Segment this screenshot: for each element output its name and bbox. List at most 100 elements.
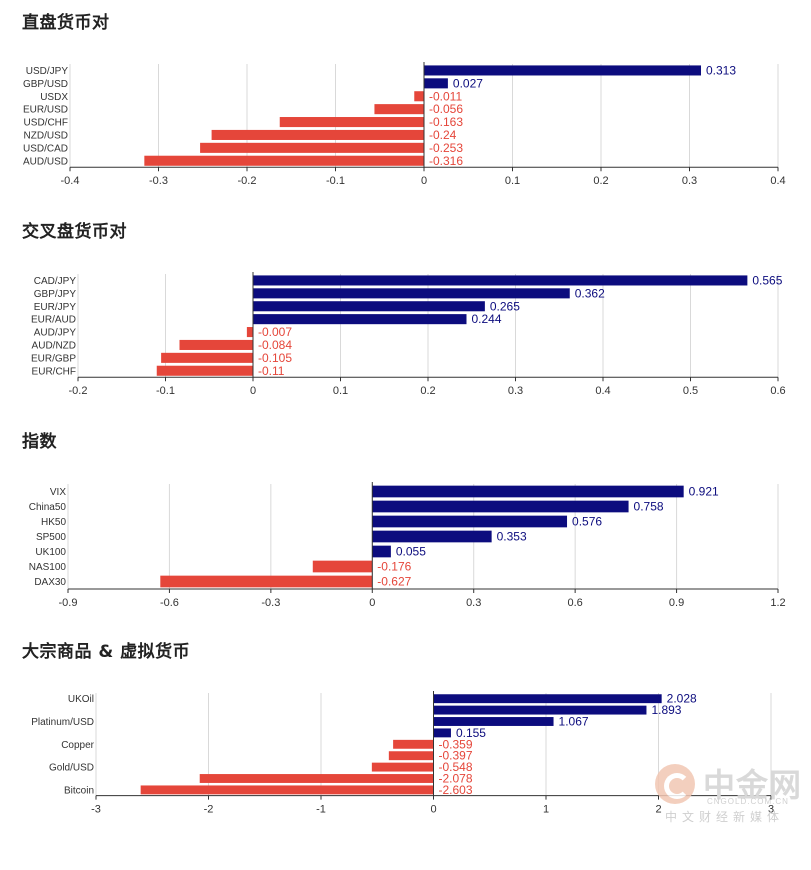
category-label: CAD/JPY <box>34 276 77 287</box>
bar-chart-commodities-crypto: -3 -2 -1 0 1 2 3 2.028 UKOil 1.893 1.067 Platinum/U… <box>31 691 774 816</box>
x-tick-label: 0.2 <box>420 385 435 397</box>
bar <box>372 515 568 528</box>
data-label: 0.362 <box>575 286 605 300</box>
category-label: UKOil <box>68 694 94 705</box>
chart-title-cross-pairs: 交叉盘货币对 <box>22 222 127 242</box>
x-tick-label: 0.5 <box>683 385 698 397</box>
x-tick-label: -0.3 <box>149 175 168 187</box>
x-tick-label: 0.4 <box>595 385 610 397</box>
category-label: EUR/GBP <box>31 353 76 364</box>
x-tick-label: 0.6 <box>770 385 785 397</box>
category-label: NAS100 <box>29 562 67 573</box>
x-tick-label: -1 <box>316 804 326 816</box>
x-tick-label: -0.3 <box>261 597 280 609</box>
x-tick-label: 0.3 <box>682 175 697 187</box>
bar <box>433 694 662 704</box>
data-label: 0.758 <box>634 500 664 514</box>
bar <box>253 288 570 299</box>
bar <box>312 560 373 573</box>
bar <box>371 762 434 772</box>
bar <box>388 751 434 761</box>
bar-chart-indices: -0.9 -0.6 -0.3 0 0.3 0.6 0.9 1.2 0.921 VIX 0.758 Ch… <box>29 482 786 609</box>
data-label: 0.265 <box>490 299 520 313</box>
data-label: -0.105 <box>258 351 292 365</box>
data-label: -0.548 <box>439 760 473 774</box>
category-label: NZD/USD <box>24 130 68 141</box>
bar <box>179 339 253 350</box>
bar <box>211 129 424 140</box>
x-tick-label: -0.2 <box>69 385 88 397</box>
category-label: VIX <box>50 487 66 498</box>
data-label: -0.084 <box>258 338 292 352</box>
data-label: -2.078 <box>439 772 473 786</box>
bar <box>372 545 391 558</box>
chart-title-direct-pairs: 直盘货币对 <box>22 13 110 33</box>
category-label: USD/CHF <box>24 118 68 129</box>
category-label: UK100 <box>35 547 66 558</box>
category-label: EUR/USD <box>23 105 68 116</box>
x-tick-label: -0.1 <box>156 385 175 397</box>
bar <box>372 500 629 513</box>
data-label: -0.011 <box>429 89 462 103</box>
bar-chart-direct-pairs: -0.4 -0.3 -0.2 -0.1 0 0.1 0.2 0.3 0.4 0.313 USD/JP… <box>23 62 786 187</box>
x-tick-label: 3 <box>768 804 774 816</box>
bar <box>433 717 554 726</box>
bar <box>424 78 448 89</box>
x-tick-label: -0.1 <box>326 175 345 187</box>
bar <box>393 739 434 749</box>
data-label: 1.067 <box>559 715 589 729</box>
data-label: -0.007 <box>258 325 292 339</box>
category-label: Copper <box>61 740 94 751</box>
bar <box>253 314 467 325</box>
category-label: China50 <box>29 502 67 513</box>
data-label: 0.027 <box>453 76 483 90</box>
x-tick-label: 0.6 <box>567 597 582 609</box>
bar <box>246 327 253 338</box>
bar <box>424 65 702 76</box>
data-label: -0.316 <box>429 154 463 168</box>
data-label: -0.11 <box>258 364 285 378</box>
category-label: EUR/AUD <box>31 315 76 326</box>
x-tick-label: 1.2 <box>770 597 785 609</box>
data-label: 0.353 <box>497 530 527 544</box>
bar-chart-cross-pairs: -0.2 -0.1 0 0.1 0.2 0.3 0.4 0.5 0.6 0.565 CAD/JPY 0… <box>31 272 786 397</box>
watermark: 中金网 CNGOLD.COM.CN 中文财经新媒体 <box>655 760 805 830</box>
category-label: USD/CAD <box>23 143 68 154</box>
x-tick-label: -2 <box>204 804 214 816</box>
data-label: 0.313 <box>706 63 736 77</box>
category-label: DAX30 <box>34 577 66 588</box>
x-tick-label: -0.9 <box>59 597 78 609</box>
x-tick-label: -0.6 <box>160 597 179 609</box>
x-tick-label: 0.3 <box>466 597 481 609</box>
category-label: Bitcoin <box>64 785 94 796</box>
category-label: USD/JPY <box>26 66 69 77</box>
x-tick-label: 0.2 <box>593 175 608 187</box>
data-label: 1.893 <box>651 703 681 717</box>
chart-title-indices: 指数 <box>22 432 57 452</box>
bar <box>161 352 253 363</box>
data-label: 0.576 <box>572 515 602 529</box>
data-label: 0.055 <box>396 545 426 559</box>
x-tick-label: 0.1 <box>505 175 520 187</box>
category-label: AUD/NZD <box>32 340 76 351</box>
bar <box>156 365 253 376</box>
bar <box>144 155 424 166</box>
bar <box>253 301 485 312</box>
x-tick-label: 0 <box>369 597 375 609</box>
x-tick-label: 0.9 <box>669 597 684 609</box>
bar <box>253 275 748 286</box>
category-label: SP500 <box>36 532 66 543</box>
bar <box>140 785 434 795</box>
bar <box>200 142 424 153</box>
data-label: -0.359 <box>439 737 473 751</box>
x-tick-label: 0.1 <box>333 385 348 397</box>
category-label: HK50 <box>41 517 66 528</box>
data-label: -2.603 <box>439 783 473 797</box>
x-tick-label: -0.2 <box>238 175 257 187</box>
data-label: -0.176 <box>377 560 411 574</box>
watermark-domain: CNGOLD.COM.CN <box>707 797 789 806</box>
bar <box>372 485 684 498</box>
x-tick-label: 1 <box>543 804 549 816</box>
category-label: EUR/CHF <box>32 366 76 377</box>
data-label: -0.163 <box>429 115 463 129</box>
